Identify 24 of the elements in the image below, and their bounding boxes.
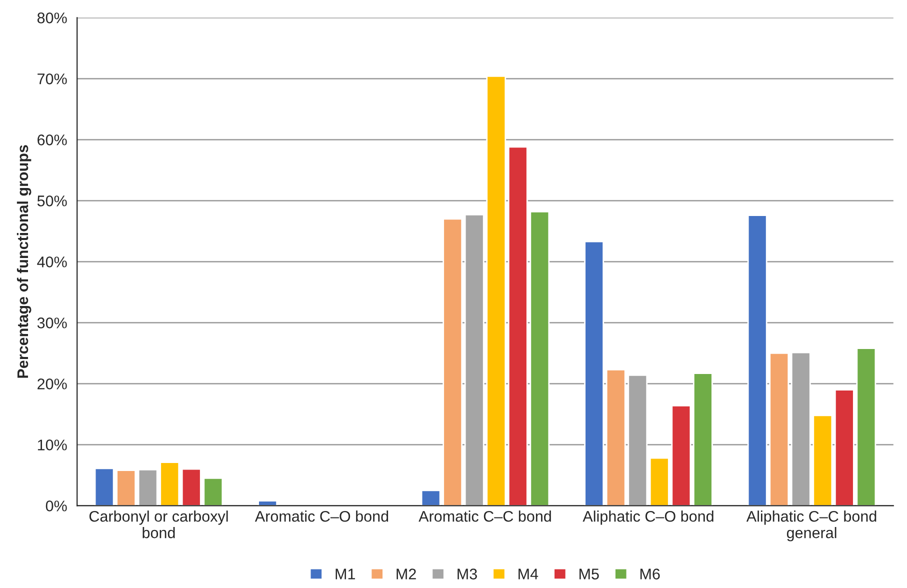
legend-label: M6 bbox=[640, 568, 660, 580]
y-tick-label: 0% bbox=[46, 500, 67, 512]
legend-label: M4 bbox=[518, 568, 538, 580]
x-tick-label: Aromatic C–C bond bbox=[418, 510, 551, 522]
y-tick-label: 60% bbox=[38, 134, 67, 146]
y-tick-label: 80% bbox=[37, 12, 67, 24]
x-tick-label: Aromatic C–O bond bbox=[254, 510, 388, 522]
y-tick-label: 70% bbox=[38, 74, 67, 84]
x-tick-label: Aliphatic C–O bond bbox=[582, 510, 714, 525]
x-tick-label: Carbonyl or carboxyl bond bbox=[89, 510, 228, 538]
y-tick-label: 20% bbox=[38, 378, 67, 390]
bar bbox=[692, 372, 713, 506]
y-tick-label: 40% bbox=[37, 256, 67, 268]
y-tick-label: 10% bbox=[38, 440, 67, 450]
y-tick-label: 50% bbox=[37, 196, 67, 206]
y-axis-title: Percentage of functional groups bbox=[16, 145, 32, 378]
y-tick-label: 30% bbox=[37, 318, 67, 328]
legend-label: M1 bbox=[336, 568, 355, 580]
legend-label: M2 bbox=[396, 568, 416, 580]
bar bbox=[258, 500, 278, 506]
bar bbox=[584, 240, 604, 506]
legend-label: M3 bbox=[458, 568, 477, 580]
legend-label: M5 bbox=[580, 568, 599, 580]
x-tick-label: Aliphatic C–C bond general bbox=[746, 510, 876, 542]
